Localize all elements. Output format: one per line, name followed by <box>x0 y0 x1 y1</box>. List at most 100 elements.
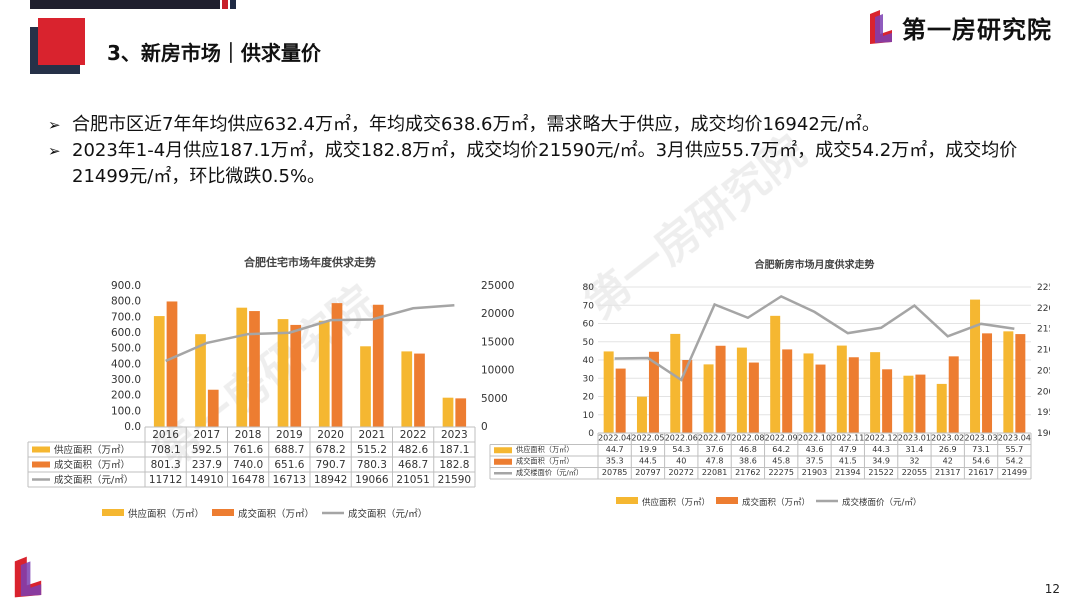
y-tick-label-left: 500.0 <box>111 343 141 355</box>
bar-supply <box>770 315 781 433</box>
y-tick-label-right: 21000 <box>1037 346 1050 356</box>
bullet-arrow-icon: ➢ <box>48 116 61 134</box>
table-cell-value: 47.9 <box>839 445 857 454</box>
table-cell-value: 187.1 <box>439 444 469 456</box>
brand-logo-text: 第一房研究院 <box>902 15 1052 44</box>
table-cell-value: 237.9 <box>192 459 222 471</box>
table-cell-value: 678.2 <box>316 444 346 456</box>
bar-deal <box>372 304 384 427</box>
y-tick-label-right: 25000 <box>481 280 514 292</box>
table-cell-value: 37.6 <box>706 445 724 454</box>
bullet-item: ➢ 2023年1-4月供应187.1万㎡，成交182.8万㎡，成交均价21590… <box>48 138 1058 190</box>
table-cell-value: 22081 <box>702 468 727 477</box>
table-legend-swatch <box>494 458 512 465</box>
bar-supply <box>970 299 981 433</box>
x-tick-label: 2021 <box>359 429 386 441</box>
annual-supply-demand-chart: 合肥住宅市场年度供求走势 0.0 100.0 200.0 300.0 400.0 500.0… <box>27 255 514 520</box>
table-cell-value: 43.6 <box>806 445 824 454</box>
price-line <box>614 294 1015 382</box>
table-cell-value: 32 <box>909 457 919 466</box>
table-cell-value: 22055 <box>902 468 927 477</box>
x-tick-label: 2022.05 <box>631 434 664 443</box>
table-cell-value: 801.3 <box>151 459 181 471</box>
bar-deal <box>207 389 219 427</box>
table-cell-value: 41.5 <box>839 457 857 466</box>
y-tick-label-right: 20000 <box>481 308 514 320</box>
chart-title: 合肥住宅市场年度供求走势 <box>244 255 376 269</box>
bar-deal <box>848 357 859 433</box>
bar-supply <box>603 351 614 433</box>
table-legend-swatch <box>32 461 50 468</box>
table-cell-value: 73.1 <box>972 445 990 454</box>
table-row-label: 成交楼面价（元/㎡） <box>516 468 583 477</box>
table-cell-value: 22275 <box>768 468 793 477</box>
table-cell-value: 651.6 <box>274 459 304 471</box>
y-tick-label-left: 300.0 <box>111 374 141 386</box>
bar-supply <box>236 307 248 427</box>
table-cell-value: 780.3 <box>357 459 387 471</box>
table-row-label: 供应面积（万㎡） <box>54 444 130 456</box>
y-tick-label-left: 900.0 <box>111 280 141 292</box>
y-tick-label-left: 60 <box>583 320 595 330</box>
x-tick-label: 2022.10 <box>798 434 831 443</box>
bar-supply <box>836 345 847 433</box>
legend-swatch <box>616 497 638 504</box>
y-tick-label-right: 0 <box>481 421 488 433</box>
y-tick-label-left: 40 <box>583 356 595 366</box>
bar-supply <box>703 364 714 433</box>
table-cell-value: 31.4 <box>906 445 924 454</box>
table-cell-value: 19.9 <box>639 445 657 454</box>
bullet-item: ➢ 合肥市区近7年年均供应632.4万㎡，年均成交638.6万㎡，需求略大于供应… <box>48 112 1058 138</box>
table-cell-value: 182.8 <box>439 459 469 471</box>
legend-label: 成交面积（万㎡） <box>238 508 314 520</box>
bar-deal <box>455 398 467 427</box>
table-cell-value: 21762 <box>735 468 760 477</box>
bullet-list: ➢ 合肥市区近7年年均供应632.4万㎡，年均成交638.6万㎡，需求略大于供应… <box>48 112 1058 190</box>
bar-supply <box>903 375 914 433</box>
section-title: 3、新房市场｜供求量价 <box>107 41 321 65</box>
bar-deal <box>331 303 343 427</box>
brand-logo: 第一房研究院 <box>866 8 1052 46</box>
bullet-arrow-icon: ➢ <box>48 142 61 160</box>
table-row-label: 成交面积（元/㎡） <box>54 474 133 486</box>
bar-supply <box>636 396 647 433</box>
bar-supply <box>277 319 289 427</box>
legend-label: 成交面积（元/㎡） <box>348 508 427 520</box>
y-tick-label-right: 19500 <box>1037 408 1050 418</box>
x-tick-label: 2018 <box>235 429 262 441</box>
x-tick-label: 2022.11 <box>831 434 864 443</box>
table-cell-value: 42 <box>943 457 953 466</box>
x-tick-label: 2023 <box>441 429 468 441</box>
table-cell-value: 54.2 <box>1005 457 1023 466</box>
table-cell-value: 468.7 <box>398 459 428 471</box>
x-tick-label: 2016 <box>152 429 179 441</box>
y-tick-label-right: 20500 <box>1037 366 1050 376</box>
bar-deal <box>682 360 693 433</box>
y-tick-label-right: 22500 <box>1037 283 1050 293</box>
bar-deal <box>166 301 178 427</box>
x-tick-label: 2017 <box>194 429 221 441</box>
y-tick-label-right: 5000 <box>481 393 508 405</box>
table-cell-value: 21522 <box>868 468 893 477</box>
bar-deal <box>715 345 726 433</box>
bar-supply <box>736 347 747 433</box>
bar-supply <box>870 352 881 433</box>
x-tick-label: 2023.01 <box>898 434 931 443</box>
x-tick-label: 2023.04 <box>998 434 1031 443</box>
brand-logo-icon <box>870 10 892 44</box>
y-tick-label-right: 10000 <box>481 365 514 377</box>
table-cell-value: 20272 <box>669 468 694 477</box>
table-cell-value: 20797 <box>635 468 660 477</box>
bar-supply <box>360 346 371 427</box>
table-cell-value: 19066 <box>355 474 389 486</box>
table-cell-value: 11712 <box>149 474 182 486</box>
x-tick-label: 2022.09 <box>765 434 798 443</box>
table-cell-value: 21617 <box>968 468 993 477</box>
bar-supply <box>803 353 814 433</box>
bar-supply <box>442 397 454 427</box>
table-cell-value: 515.2 <box>357 444 387 456</box>
y-tick-label-right: 20000 <box>1037 387 1050 397</box>
x-tick-label: 2022.06 <box>665 434 698 443</box>
table-cell-value: 21590 <box>438 474 471 486</box>
bullet-text: 2023年1-4月供应187.1万㎡，成交182.8万㎡，成交均价21590元/… <box>72 140 1018 187</box>
